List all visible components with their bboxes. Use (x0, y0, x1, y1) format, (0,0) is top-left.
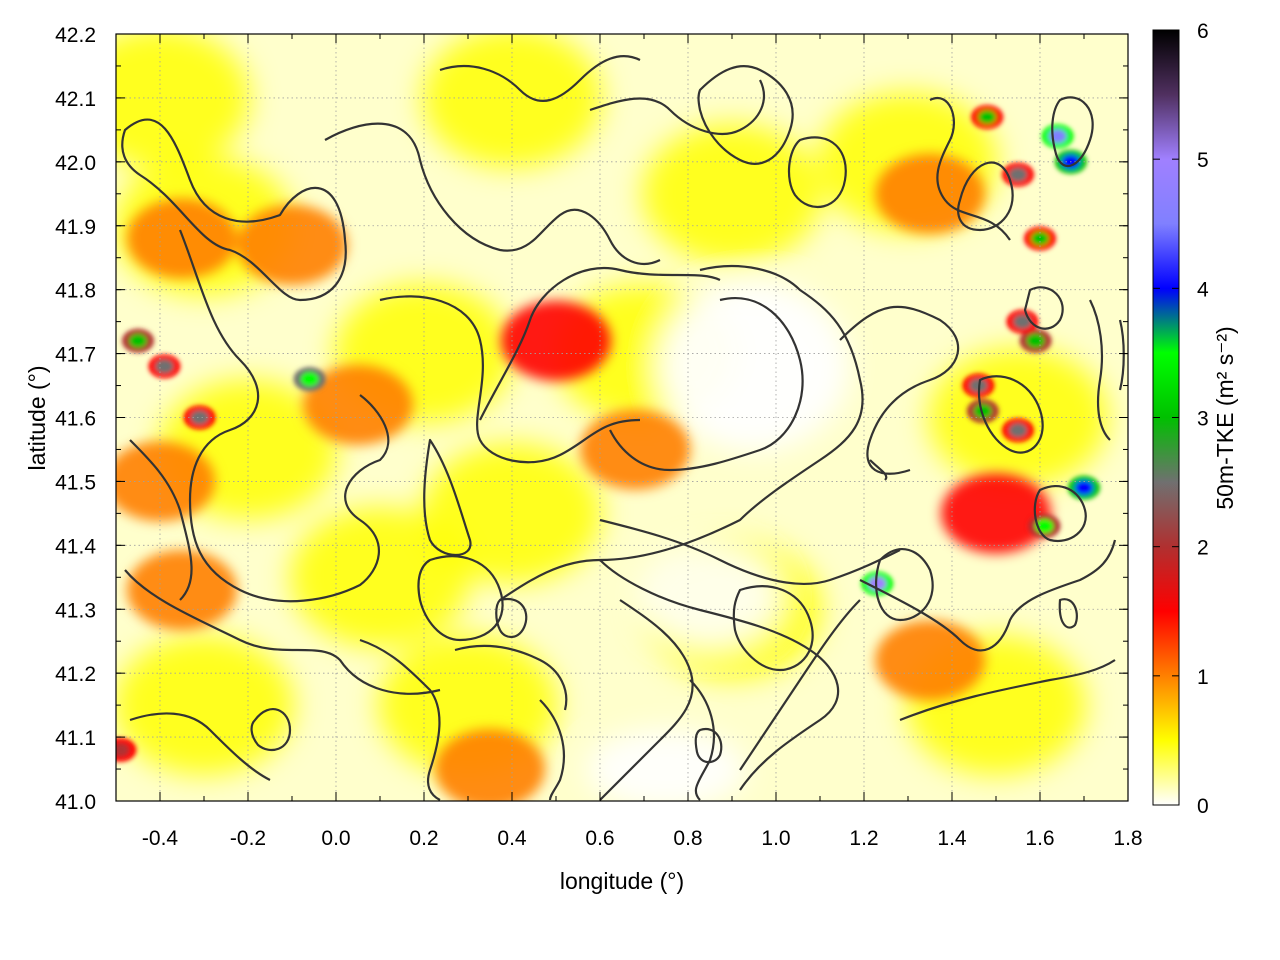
x-tick-label: 0.8 (673, 827, 702, 850)
y-axis-label: latitude (°) (24, 365, 50, 470)
y-tick-label: 41.1 (55, 727, 96, 750)
tke-hotspot (155, 359, 174, 374)
tke-warm-region (941, 473, 1051, 554)
tke-base-region (116, 34, 250, 168)
tke-base-region (116, 635, 294, 776)
colorbar-tick-label: 0 (1197, 795, 1209, 818)
tke-hotspot (1075, 480, 1093, 495)
tke-calm-region (586, 729, 746, 801)
tke-hotspot (129, 333, 147, 348)
colorbar-tick-label: 6 (1197, 20, 1209, 43)
y-tick-label: 41.3 (55, 599, 96, 622)
colorbar-label: 50m-TKE (m² s⁻²) (1212, 326, 1238, 509)
y-tick-label: 41.6 (55, 408, 96, 431)
y-tick-label: 41.0 (55, 791, 96, 814)
y-tick-label: 42.0 (55, 152, 96, 175)
y-tick-label: 41.5 (55, 471, 96, 494)
tke-base-region (422, 34, 602, 168)
x-tick-label: 1.4 (937, 827, 967, 850)
y-tick-label: 42.2 (55, 24, 96, 47)
x-tick-label: 1.2 (849, 827, 878, 850)
x-axis-label: longitude (°) (560, 868, 684, 894)
y-tick-label: 41.7 (55, 344, 96, 367)
x-tick-label: 1.6 (1025, 827, 1054, 850)
y-tick-label: 41.2 (55, 663, 96, 686)
tke-hotspot (1009, 423, 1027, 438)
tke-hotspot (1013, 314, 1032, 329)
tke-warm-region (875, 153, 985, 234)
x-tick-label: 0.0 (321, 827, 350, 850)
tke-hotspot (973, 404, 992, 419)
y-tick-label: 41.9 (55, 216, 96, 239)
tke-base-region (290, 507, 470, 648)
tke-warm-region (237, 204, 347, 285)
x-tick-label: 1.0 (761, 827, 790, 850)
y-tick-label: 41.4 (55, 535, 96, 558)
tke-hotspot (300, 372, 319, 387)
colorbar-tick-label: 2 (1197, 537, 1209, 560)
grid-lines (116, 34, 1128, 801)
tke-hotspot (1031, 231, 1049, 246)
tke-hotspot (1026, 333, 1045, 348)
tke-base-region (642, 123, 822, 264)
tke-warm-region (580, 409, 691, 490)
colorbar-tick-label: 5 (1197, 149, 1209, 172)
tke-warm-region (127, 198, 237, 279)
tke-hotspot (1009, 167, 1027, 182)
x-tick-label: -0.2 (230, 827, 266, 850)
tke-warm-region (875, 620, 985, 701)
y-tick-label: 42.1 (55, 88, 96, 111)
colorbar: 0 1 2 3 4 5 6 50m-TKE (m² s⁻²) (1152, 20, 1238, 818)
x-tick-label: 0.6 (585, 827, 614, 850)
x-tick-label: 0.2 (409, 827, 438, 850)
y-axis-ticks: 41.0 41.1 41.2 41.3 41.4 41.5 41.6 41.7 41.8 41.9… (55, 24, 1128, 814)
x-axis-ticks: -0.4 -0.2 0.0 0.2 0.4 0.6 0.8 1.0 1.2 1.4 1.6 1.8 (115, 34, 1143, 850)
colorbar-tick-label: 4 (1197, 278, 1209, 301)
colorbar-tick-label: 1 (1197, 666, 1209, 689)
tke-hotspot (116, 742, 130, 757)
tke-warm-region (501, 300, 611, 381)
colorbar-ticks: 0 1 2 3 4 5 6 (1153, 20, 1209, 818)
tke-base-region (928, 347, 1108, 488)
tke-hotspot (978, 110, 997, 125)
x-tick-label: 0.4 (497, 827, 527, 850)
tke-calm-region (659, 281, 849, 452)
topography-contours (121, 55, 1125, 801)
x-tick-label: -0.4 (142, 827, 179, 850)
y-tick-label: 41.8 (55, 280, 96, 303)
tke-warm-region (127, 550, 237, 631)
x-tick-label: 1.8 (1113, 827, 1142, 850)
tke-warm-region (435, 729, 545, 801)
tke-base-region (422, 443, 602, 584)
tke-hotspot (190, 410, 209, 425)
colorbar-tick-label: 3 (1197, 408, 1209, 431)
